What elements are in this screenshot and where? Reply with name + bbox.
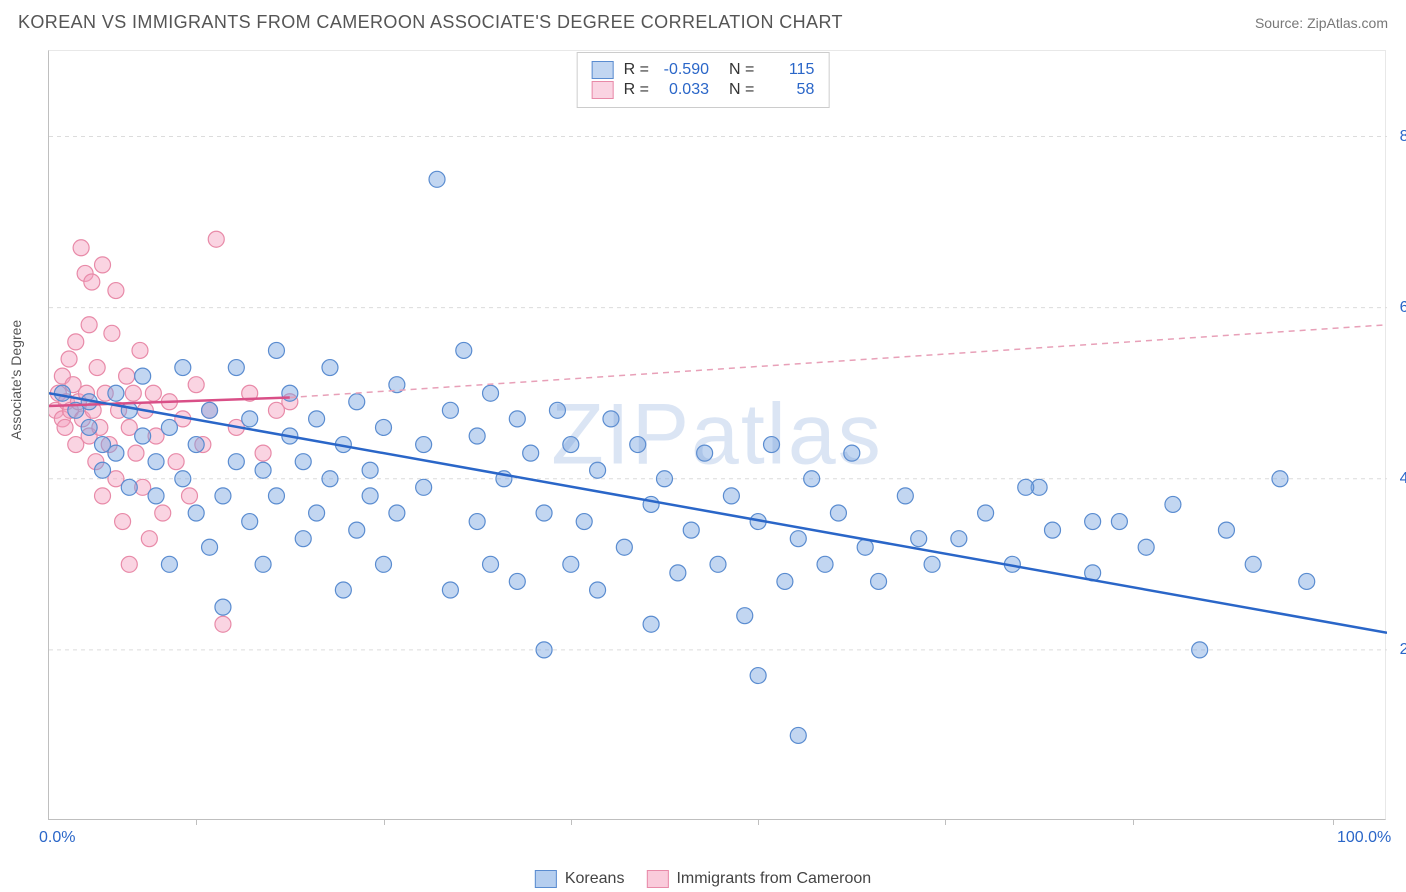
n-value-cameroon: 58 [764,81,814,99]
x-tick-mark [196,819,197,825]
x-tick-mark [571,819,572,825]
x-tick-mark [945,819,946,825]
y-tick-label: 40.0% [1400,470,1406,488]
n-label: N = [729,81,754,99]
x-tick-label: 0.0% [39,829,75,847]
x-tick-mark [1333,819,1334,825]
r-label: R = [624,61,649,79]
x-tick-mark [1133,819,1134,825]
chart-plot-area: ZIPatlas 20.0%40.0%60.0%80.0%0.0%100.0% [48,50,1386,820]
series-legend: Koreans Immigrants from Cameroon [535,870,871,888]
scatter-plot-svg [49,51,1387,821]
chart-title: KOREAN VS IMMIGRANTS FROM CAMEROON ASSOC… [18,12,843,33]
y-tick-label: 20.0% [1400,641,1406,659]
legend-item-koreans: Koreans [535,870,625,888]
legend-item-cameroon: Immigrants from Cameroon [646,870,871,888]
y-tick-label: 80.0% [1400,128,1406,146]
legend-label-cameroon: Immigrants from Cameroon [676,870,871,888]
legend-swatch-koreans [535,870,557,888]
y-axis-label: Associate's Degree [8,320,24,440]
stats-row-cameroon: R = 0.033 N = 58 [592,81,815,99]
legend-label-koreans: Koreans [565,870,625,888]
x-tick-mark [758,819,759,825]
x-tick-mark [384,819,385,825]
source-attribution: Source: ZipAtlas.com [1255,15,1388,31]
r-value-cameroon: 0.033 [659,81,709,99]
r-value-koreans: -0.590 [659,61,709,79]
x-tick-label: 100.0% [1337,829,1391,847]
stats-row-koreans: R = -0.590 N = 115 [592,61,815,79]
stats-legend: R = -0.590 N = 115 R = 0.033 N = 58 [577,52,830,108]
legend-swatch-cameroon [646,870,668,888]
n-label: N = [729,61,754,79]
swatch-cameroon [592,81,614,99]
y-tick-label: 60.0% [1400,299,1406,317]
n-value-koreans: 115 [764,61,814,79]
r-label: R = [624,81,649,99]
swatch-koreans [592,61,614,79]
